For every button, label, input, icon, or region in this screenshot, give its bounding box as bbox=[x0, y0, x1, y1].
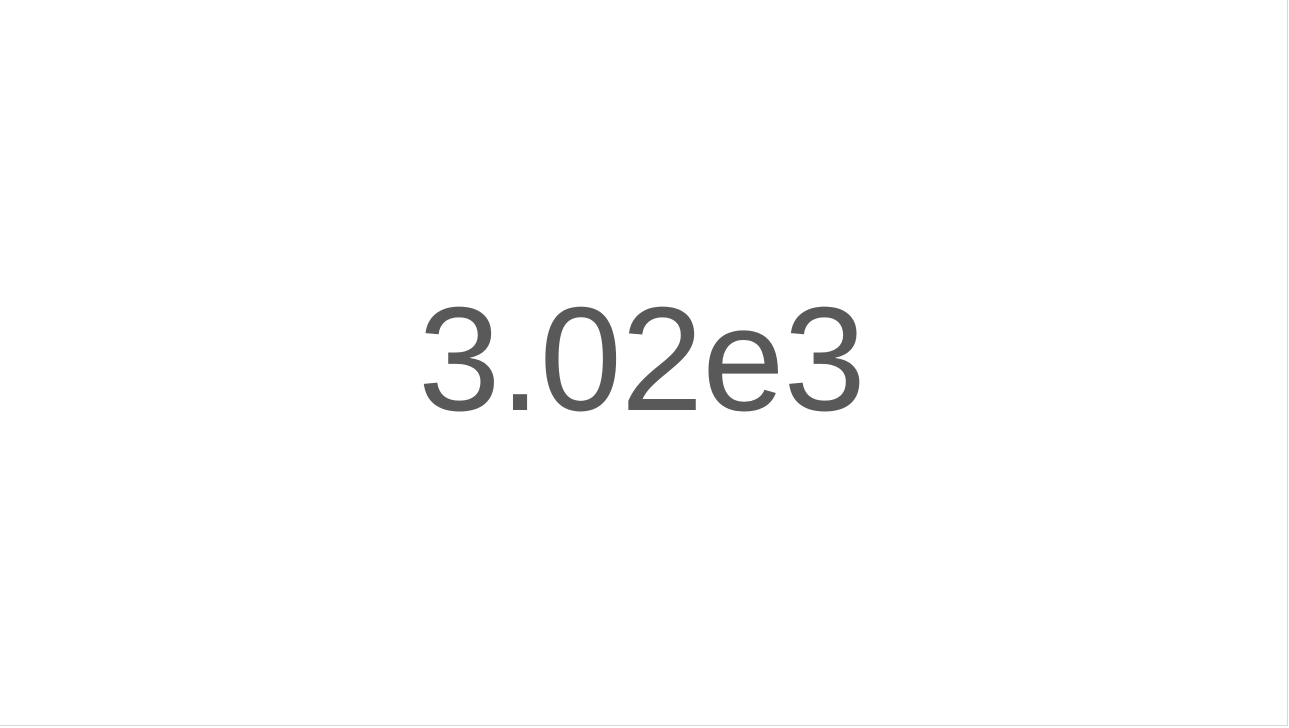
scorecard-value: 3.02e3 bbox=[418, 276, 866, 442]
